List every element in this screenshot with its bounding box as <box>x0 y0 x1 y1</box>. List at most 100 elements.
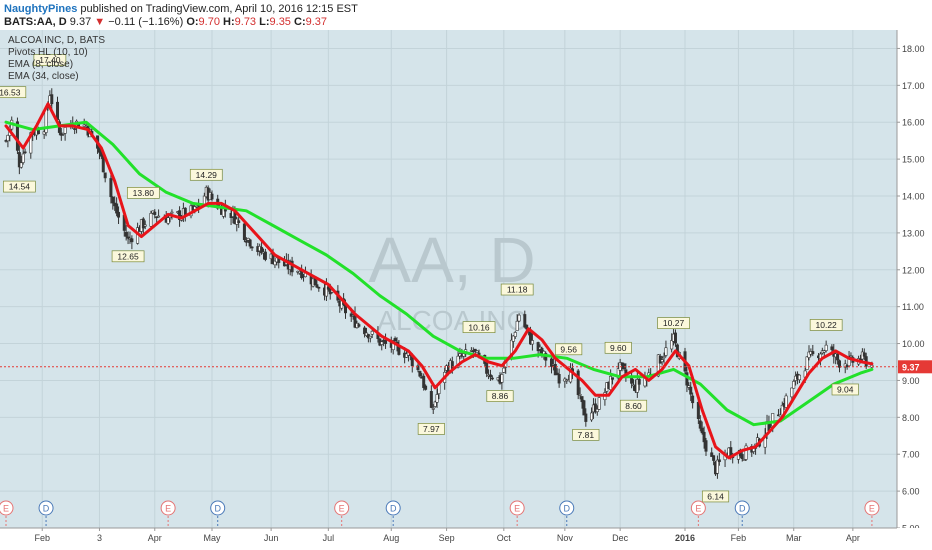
candle-body <box>656 354 660 377</box>
candle <box>797 374 801 384</box>
event-letter: D <box>390 504 397 514</box>
candle-body <box>23 151 27 154</box>
candle <box>715 455 719 479</box>
symbol-label[interactable]: BATS:AA, D <box>4 16 67 28</box>
earnings-marker[interactable]: E <box>690 500 706 528</box>
x-tick-label: Aug <box>383 533 399 543</box>
pivot-box <box>604 341 632 354</box>
event-letter: E <box>165 504 171 514</box>
candle-body <box>149 213 153 227</box>
candle <box>6 134 10 148</box>
earnings-marker[interactable]: E <box>160 500 176 528</box>
author-link[interactable]: NaughtyPines <box>4 3 78 15</box>
x-tick-label: Oct <box>497 533 512 543</box>
candle-body <box>523 314 527 328</box>
candle <box>384 333 388 349</box>
candle-body <box>315 284 319 288</box>
candle <box>490 375 494 381</box>
earnings-marker[interactable]: E <box>0 500 14 528</box>
candle <box>210 190 214 202</box>
candle-body <box>687 385 691 388</box>
candle <box>109 174 113 204</box>
pivot-value: 6.14 <box>707 492 724 502</box>
candle-body <box>582 400 586 416</box>
candle-body <box>244 240 248 243</box>
x-tick-label: Nov <box>557 533 574 543</box>
pivot-label: 6.14 <box>701 490 730 503</box>
pivot-box <box>619 399 648 412</box>
x-tick-label: Feb <box>34 533 50 543</box>
candle-body <box>103 172 107 179</box>
candle-body <box>55 101 59 120</box>
candle-body <box>870 365 874 368</box>
candle <box>611 377 615 385</box>
candle <box>712 455 716 466</box>
candle-body <box>616 368 620 379</box>
candle <box>576 369 580 400</box>
event-circle <box>38 500 54 516</box>
pivot-box <box>657 317 690 329</box>
earnings-marker[interactable]: E <box>864 500 880 528</box>
legend-ema-fast[interactable]: EMA (8, close) <box>8 59 73 70</box>
legend-pivots[interactable]: Pivots HL (10, 10) <box>8 47 88 58</box>
earnings-marker[interactable]: E <box>509 500 525 528</box>
candle-body <box>593 403 597 413</box>
event-letter: E <box>514 504 520 514</box>
candle <box>315 280 319 289</box>
candle <box>117 206 121 224</box>
candle-body <box>36 129 40 135</box>
pivot-box <box>417 423 445 435</box>
candle-body <box>462 353 466 357</box>
pivot-value: 8.86 <box>492 391 509 401</box>
candle-body <box>664 347 668 356</box>
y-axis[interactable]: 5.006.007.008.009.0010.0011.0012.0013.00… <box>896 30 932 550</box>
dividend-marker[interactable]: D <box>559 500 575 528</box>
price-chart[interactable]: AA, D ALCOA INC 16.5314.5417.4012.6513.8… <box>0 30 932 550</box>
candle-body <box>195 205 199 208</box>
candle-body <box>210 193 214 200</box>
candle <box>698 415 702 432</box>
candle-body <box>569 367 573 383</box>
candle-body <box>126 236 130 239</box>
open-value: 9.70 <box>198 16 220 28</box>
pivot-box <box>462 321 496 334</box>
x-tick-label: Feb <box>731 533 747 543</box>
event-letter: D <box>214 504 221 514</box>
pivot-value: 9.04 <box>837 385 854 395</box>
earnings-marker[interactable]: E <box>334 500 350 528</box>
dividend-marker[interactable]: D <box>38 500 54 528</box>
candle <box>115 197 119 217</box>
dividend-marker[interactable]: D <box>385 500 401 528</box>
candle-body <box>357 324 361 327</box>
candle-body <box>124 232 128 237</box>
y-tick-label: 12.00 <box>902 265 925 275</box>
dividend-marker[interactable]: D <box>734 500 750 528</box>
candle-body <box>595 408 599 413</box>
candle <box>368 335 372 343</box>
candle <box>744 443 748 461</box>
candle <box>157 209 161 218</box>
candle <box>357 322 361 328</box>
x-tick-label: Apr <box>846 533 860 543</box>
legend-ema-slow[interactable]: EMA (34, close) <box>8 71 79 82</box>
x-axis[interactable]: Feb 3 Apr May Jun Jul Aug Sep Oct Nov Dec 2016 Feb Ma… <box>0 527 932 550</box>
candle <box>246 237 250 243</box>
event-letter: E <box>869 504 875 514</box>
candle <box>380 340 384 351</box>
x-tick-label: May <box>203 533 221 543</box>
candle <box>143 220 147 230</box>
candle <box>717 452 721 466</box>
high-label: H: <box>223 16 235 28</box>
y-tick-label: 9.00 <box>902 376 920 386</box>
candle-body <box>715 459 719 474</box>
candle-body <box>456 355 460 368</box>
candle <box>664 340 668 358</box>
candle-body <box>500 374 504 383</box>
candle-body <box>363 327 367 335</box>
dividend-marker[interactable]: D <box>210 500 226 528</box>
candle <box>580 396 584 409</box>
candle-body <box>246 238 250 241</box>
candle <box>153 209 157 219</box>
candle-body <box>502 367 506 373</box>
candle-body <box>807 351 811 358</box>
